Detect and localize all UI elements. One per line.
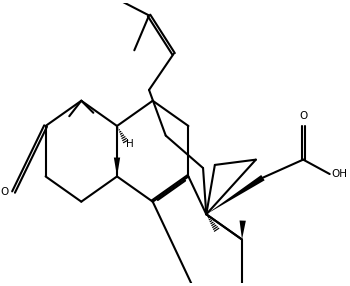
Polygon shape <box>114 158 120 176</box>
Text: O: O <box>299 111 307 121</box>
Text: H: H <box>126 139 134 149</box>
Polygon shape <box>239 221 246 239</box>
Text: OH: OH <box>331 169 348 179</box>
Text: O: O <box>0 187 8 197</box>
Polygon shape <box>206 175 265 214</box>
